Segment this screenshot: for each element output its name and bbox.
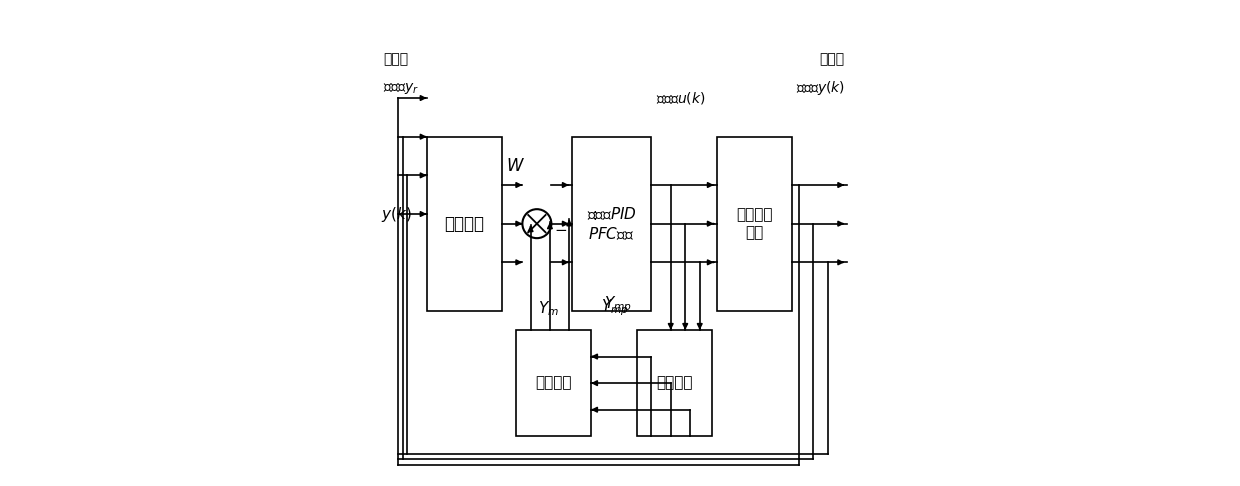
Text: 多变量$PID$
$PFC$算法: 多变量$PID$ $PFC$算法 (587, 206, 636, 242)
Text: 控制量$u(k)$: 控制量$u(k)$ (656, 90, 706, 106)
FancyBboxPatch shape (516, 330, 591, 436)
Text: 预测模型: 预测模型 (656, 376, 693, 391)
Text: $Y_m$: $Y_m$ (538, 299, 559, 318)
Text: $Y_{mp}$: $Y_{mp}$ (600, 297, 629, 318)
Text: $W$: $W$ (506, 156, 526, 174)
FancyBboxPatch shape (427, 137, 502, 311)
Text: $Y_{mp}$: $Y_{mp}$ (604, 295, 632, 315)
FancyBboxPatch shape (717, 137, 791, 311)
Text: $y(k)$: $y(k)$ (381, 205, 412, 224)
Text: 设定值$y_r$: 设定值$y_r$ (383, 81, 419, 96)
FancyBboxPatch shape (637, 330, 712, 436)
Text: 测量值$y(k)$: 测量值$y(k)$ (796, 79, 844, 97)
FancyBboxPatch shape (572, 137, 651, 311)
Text: $-$: $-$ (554, 221, 567, 236)
Text: 输出量: 输出量 (383, 52, 408, 67)
Text: 锅炉燃烧
系统: 锅炉燃烧 系统 (735, 208, 773, 240)
Text: 在线校正: 在线校正 (536, 376, 572, 391)
Text: 输出量: 输出量 (820, 52, 844, 67)
Text: 参考轨迹: 参考轨迹 (444, 215, 484, 233)
